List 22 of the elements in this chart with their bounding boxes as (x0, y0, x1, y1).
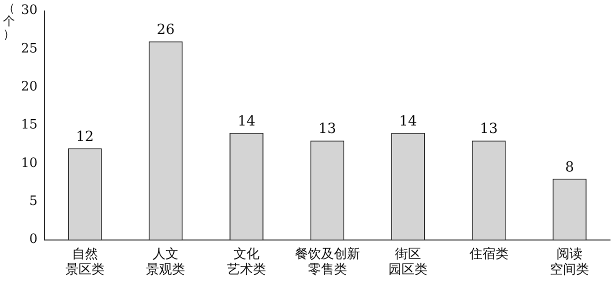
data-label: 13 (480, 121, 498, 138)
x-tick-label: 自然景区类 (65, 246, 104, 278)
x-tick-label: 街区园区类 (388, 246, 428, 278)
y-tick-label: 15 (20, 118, 38, 133)
data-label: 14 (399, 114, 418, 130)
x-tick-label: 文化艺术类 (226, 246, 266, 278)
data-label: 14 (238, 114, 256, 130)
data-label: 8 (565, 159, 574, 176)
data-label: 12 (76, 128, 94, 145)
y-tick-label: 20 (20, 80, 38, 95)
y-tick-label: 0 (29, 232, 38, 248)
x-tick-label: 人文景观类 (146, 246, 186, 278)
data-label: 13 (318, 121, 336, 138)
x-tick-label: 餐饮及创新零售类 (294, 246, 360, 278)
y-tick-label: 5 (29, 194, 38, 210)
x-tick-label: 住宿类 (468, 246, 508, 262)
y-axis-title: （个） (2, 1, 16, 41)
y-tick-label: 25 (20, 41, 38, 56)
x-tick-label: 阅读空间类 (550, 246, 590, 278)
data-label: 26 (156, 22, 175, 38)
y-tick-label: 30 (20, 3, 38, 18)
y-tick-label: 10 (20, 156, 38, 171)
